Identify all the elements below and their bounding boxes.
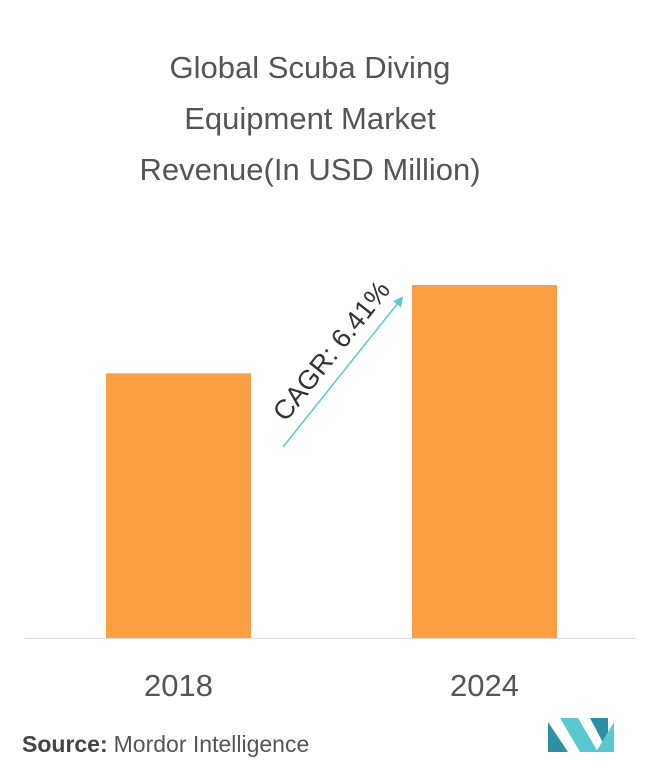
cagr-label: CAGR: 6.41% <box>267 275 396 426</box>
source: Source: Mordor Intelligence <box>22 731 309 757</box>
logo <box>548 718 614 752</box>
chart-title: Global Scuba Diving <box>170 50 451 85</box>
source-label: Source: <box>22 731 108 757</box>
chart-title: Equipment Market <box>184 101 436 136</box>
x-tick-label: 2018 <box>144 668 213 703</box>
bar <box>412 285 557 638</box>
chart-title: Revenue(In USD Million) <box>139 152 480 187</box>
cagr-arrow <box>282 296 404 448</box>
source-name: Mordor Intelligence <box>114 731 310 757</box>
bar <box>106 373 251 638</box>
x-tick-label: 2024 <box>450 668 519 703</box>
